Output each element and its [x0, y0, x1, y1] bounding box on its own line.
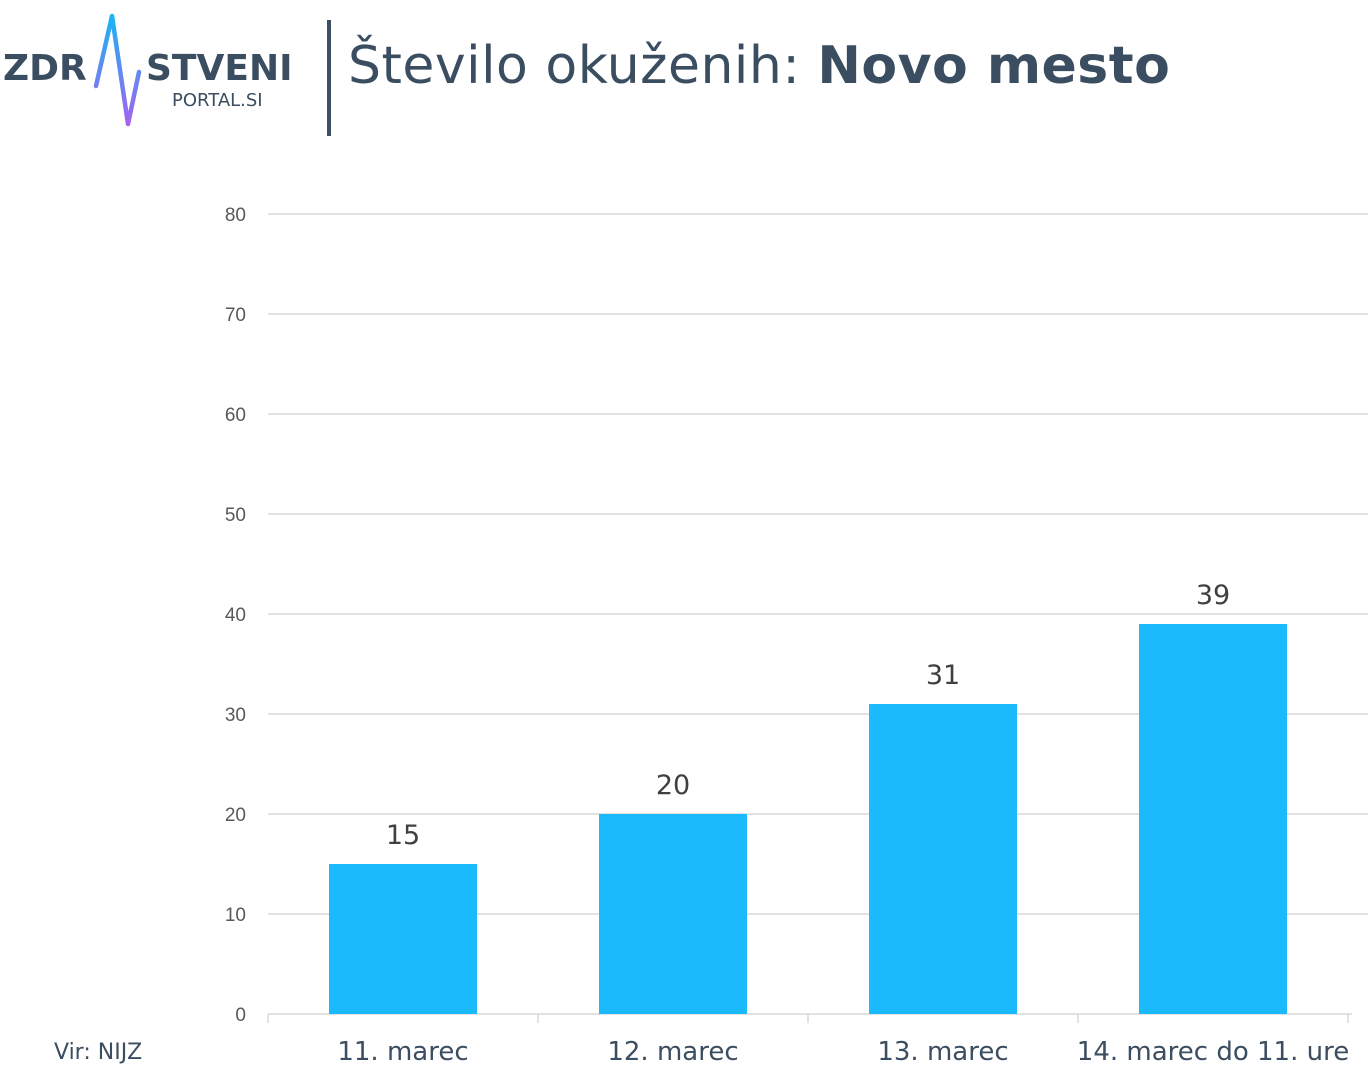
- chart-title-place: Novo mesto: [817, 36, 1171, 96]
- zdravstveni-portal-logo: ZDR STVENI PORTAL.SI: [3, 13, 292, 127]
- y-tick-label: 40: [225, 605, 246, 626]
- bar-value-labels: 15 20 31 39: [386, 580, 1230, 851]
- chart-title-prefix: Število okuženih:: [348, 36, 818, 96]
- y-tick-label: 10: [225, 905, 246, 926]
- bar-value-label: 39: [1196, 580, 1230, 611]
- y-tick-label: 20: [225, 805, 246, 826]
- gridlines: [268, 213, 1368, 915]
- chart-title: Število okuženih: Novo mesto: [348, 36, 1170, 96]
- y-tick-label: 30: [225, 705, 246, 726]
- source-note: Vir: NIJZ: [54, 1040, 143, 1065]
- bar: [1139, 624, 1287, 1014]
- x-axis-labels: 11. marec 12. marec 13. marec 14. marec do …: [337, 1037, 1349, 1067]
- bar: [329, 864, 477, 1014]
- bar-value-label: 20: [656, 770, 690, 801]
- y-tick-label: 50: [225, 505, 246, 526]
- y-axis-ticks: 0 10 20 30 40 50 60 70 80: [225, 205, 246, 1026]
- x-category-label: 13. marec: [877, 1037, 1008, 1067]
- header-divider: [327, 20, 331, 136]
- bars: [329, 624, 1287, 1014]
- y-tick-label: 0: [235, 1005, 246, 1026]
- y-tick-label: 80: [225, 205, 246, 226]
- bar-value-label: 15: [386, 820, 420, 851]
- heartbeat-pulse-icon: [93, 13, 142, 127]
- x-category-label: 12. marec: [607, 1037, 738, 1067]
- bar: [599, 814, 747, 1014]
- logo-text-right: STVENI: [146, 48, 292, 89]
- bar-value-label: 31: [926, 660, 960, 691]
- x-category-label: 14. marec do 11. ure: [1077, 1037, 1349, 1067]
- x-axis: [267, 1013, 1352, 1023]
- y-tick-label: 70: [225, 305, 246, 326]
- logo-text-left: ZDR: [3, 48, 87, 89]
- logo-subtext: PORTAL.SI: [172, 90, 263, 111]
- bar: [869, 704, 1017, 1014]
- y-tick-label: 60: [225, 405, 246, 426]
- x-category-label: 11. marec: [337, 1037, 468, 1067]
